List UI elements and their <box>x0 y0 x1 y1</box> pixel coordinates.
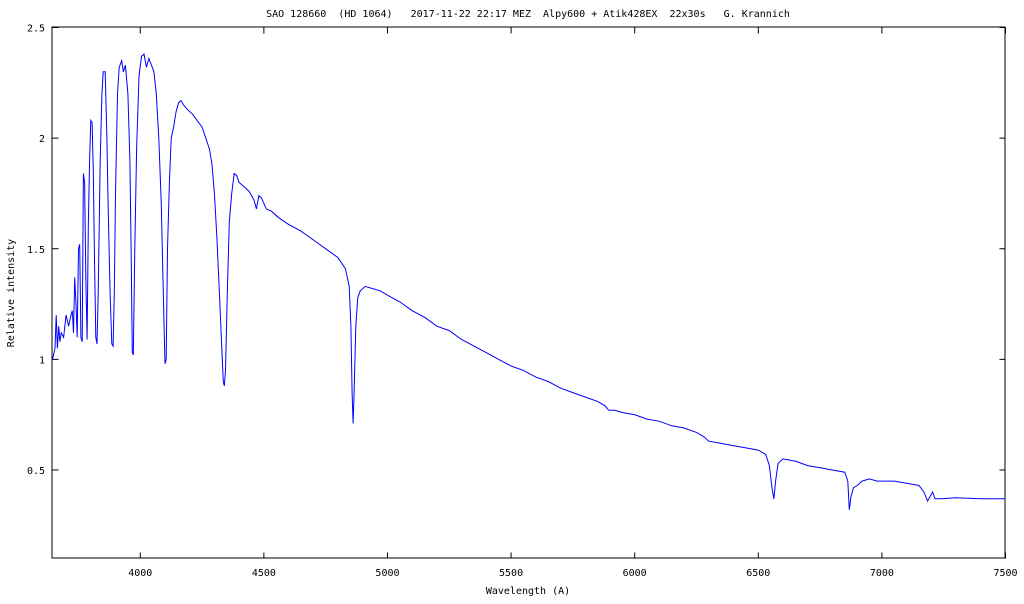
x-tick-label: 5000 <box>375 568 399 579</box>
x-tick-label: 6000 <box>623 568 647 579</box>
y-tick-label: 1 <box>39 355 45 366</box>
chart-title: SAO 128660 (HD 1064) 2017-11-22 22:17 ME… <box>266 9 790 20</box>
y-tick-label: 0.5 <box>27 466 45 477</box>
x-tick-label: 6500 <box>746 568 770 579</box>
x-tick-label: 4500 <box>252 568 276 579</box>
y-tick-label: 1.5 <box>27 245 45 256</box>
x-axis-label: Wavelength (A) <box>486 586 570 597</box>
x-tick-label: 7500 <box>993 568 1017 579</box>
y-tick-label: 2.5 <box>27 24 45 35</box>
y-axis-label: Relative intensity <box>6 239 17 347</box>
x-tick-label: 7000 <box>870 568 894 579</box>
x-tick-label: 4000 <box>128 568 152 579</box>
x-tick-label: 5500 <box>499 568 523 579</box>
plot-frame <box>51 26 1006 559</box>
y-tick-label: 2 <box>39 134 45 145</box>
spectrum-line <box>52 53 1006 510</box>
